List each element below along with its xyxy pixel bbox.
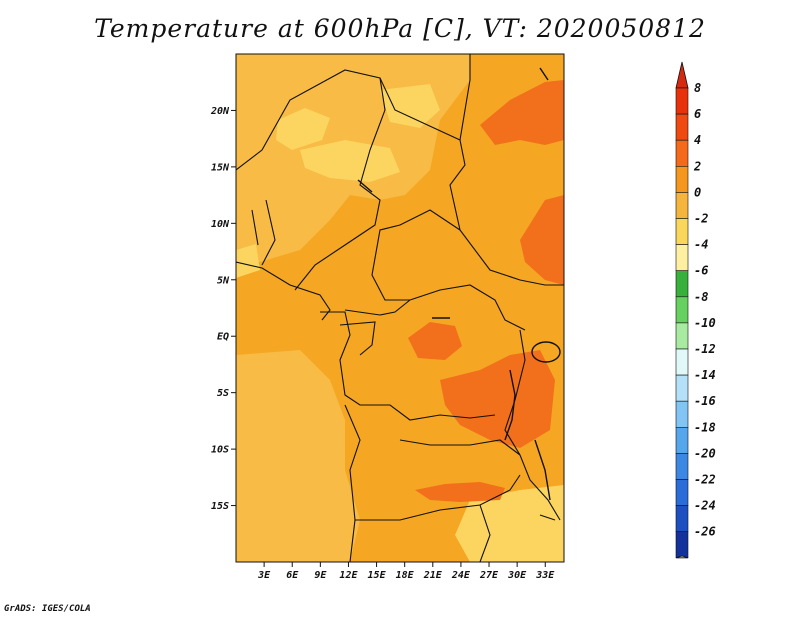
- lakes: [357, 67, 561, 501]
- lat-tick-label: 5N: [217, 275, 230, 286]
- colorbar-bottom-arrow: [675, 555, 689, 559]
- colorbar-segment: [675, 531, 689, 559]
- colorbar-label: -20: [694, 446, 716, 460]
- country-borders: [236, 54, 564, 562]
- lon-tick-label: 9E: [314, 570, 327, 581]
- lon-tick-label: 30E: [507, 570, 527, 581]
- map-frame: [235, 53, 565, 563]
- colorbar-label: -24: [694, 499, 716, 513]
- colorbar-segment: [675, 479, 689, 506]
- colorbar-top-arrow: [675, 61, 689, 89]
- colorbar-segment: [675, 139, 689, 167]
- field-region-warm-lakes: [440, 350, 555, 448]
- lon-tick-label: 33E: [535, 570, 555, 581]
- lon-tick-label: 18E: [396, 570, 415, 581]
- colorbar-segment: [675, 374, 689, 402]
- colorbar-label: -26: [694, 525, 716, 539]
- field-region-warm-south: [415, 482, 505, 502]
- colorbar-segment: [675, 348, 689, 376]
- field-region-pale-1: [276, 108, 330, 150]
- colorbar-label: -16: [694, 394, 716, 408]
- field-region-pale-2: [300, 140, 400, 182]
- field-region-warm-east: [520, 195, 564, 285]
- colorbar-label: 6: [694, 107, 701, 121]
- temperature-field: [236, 54, 564, 562]
- lon-tick-label: 15E: [368, 570, 387, 581]
- lon-tick-label: 27E: [479, 570, 499, 581]
- colorbar-segment: [675, 166, 689, 193]
- colorbar-segment: [675, 113, 689, 141]
- lat-tick-label: 15S: [211, 501, 229, 512]
- lat-tick-label: 15N: [211, 162, 230, 173]
- colorbar-segment: [675, 322, 689, 350]
- colorbar-label: -6: [694, 264, 708, 278]
- colorbar-label: 8: [694, 81, 701, 95]
- field-region-pale-3: [380, 84, 440, 128]
- colorbar-segment: [675, 244, 689, 272]
- colorbar-label: 2: [693, 159, 701, 173]
- colorbar-label: -18: [694, 420, 716, 434]
- colorbar-label: -22: [694, 473, 716, 487]
- colorbar-label: 0: [694, 185, 701, 199]
- colorbar-label: -8: [694, 290, 708, 304]
- field-region-pale-5: [236, 244, 260, 278]
- colorbar-label: -10: [694, 316, 716, 330]
- lon-tick-label: 3E: [257, 570, 271, 581]
- field-region-warm-congo: [408, 322, 462, 360]
- colorbar-label: -12: [694, 342, 716, 356]
- lon-tick-label: 21E: [423, 570, 443, 581]
- colorbar-segment: [675, 400, 689, 428]
- lon-tick-label: 6E: [286, 570, 299, 581]
- longitude-axis: 3E 6E 9E 12E 15E 18E 21E 24E 27E 30E 33E: [257, 562, 555, 581]
- colorbar-segment: [675, 426, 689, 454]
- colorbar-label: -4: [694, 238, 708, 252]
- colorbar-segment: [675, 270, 689, 298]
- colorbar-segment: [675, 505, 689, 533]
- latitude-axis: 20N 15N 10N 5N EQ 5S 10S 15S: [210, 106, 236, 512]
- lat-tick-label: 20N: [210, 106, 230, 117]
- colorbar: 8 6 4 2 0 -2 -4 -6 -8 -10 -12 -14 -16 -18 -20 -22 -24 -26: [675, 61, 716, 559]
- colorbar-segment: [675, 192, 689, 219]
- colorbar-label: -2: [694, 212, 708, 226]
- colorbar-segment: [675, 218, 689, 245]
- colorbar-segment: [675, 296, 689, 324]
- colorbar-segment: [675, 87, 689, 115]
- credit-text: GrADS: IGES/COLA: [4, 604, 91, 614]
- colorbar-label: 4: [694, 133, 701, 147]
- colorbar-label: -14: [694, 368, 716, 382]
- lat-tick-label: 10N: [211, 219, 230, 230]
- lon-tick-label: 12E: [339, 570, 358, 581]
- field-region-cool-southwest: [236, 350, 360, 562]
- lat-tick-label: 5S: [217, 388, 229, 399]
- lat-tick-label: 10S: [211, 445, 229, 456]
- field-region-warm-northeast: [480, 80, 564, 145]
- chart-title: Temperature at 600hPa [C], VT: 202005081…: [94, 14, 706, 43]
- colorbar-segment: [675, 453, 689, 480]
- lat-tick-label: EQ: [217, 332, 229, 343]
- lon-tick-label: 24E: [451, 570, 471, 581]
